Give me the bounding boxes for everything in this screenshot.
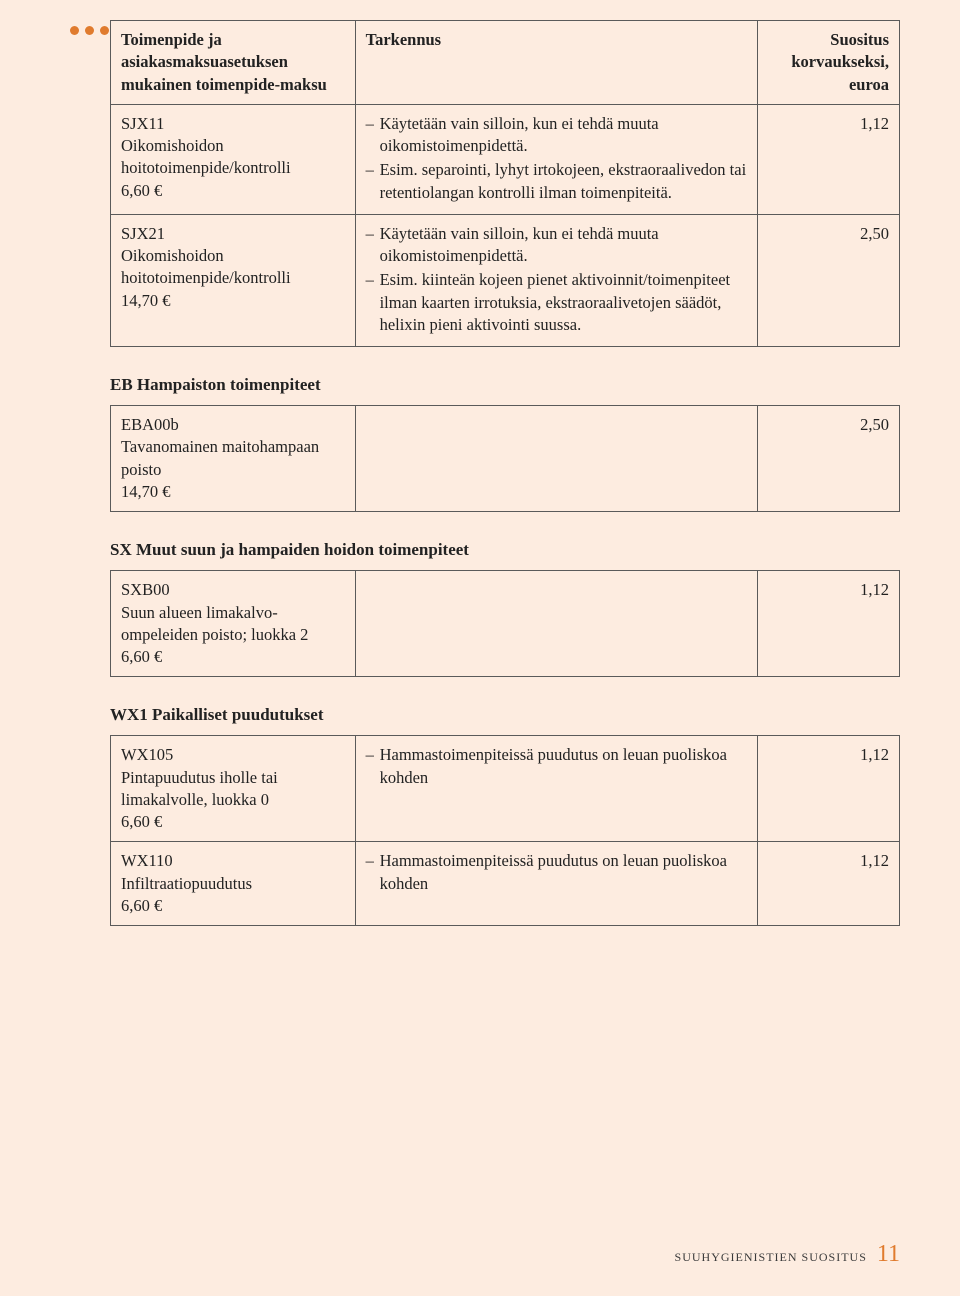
value-cell: 2,50 <box>757 214 899 346</box>
document-page: Toimenpide ja asiakasmaksuasetuksen muka… <box>0 0 960 1296</box>
section-heading-sx: SX Muut suun ja hampaiden hoidon toimenp… <box>110 540 900 560</box>
value-cell: 1,12 <box>757 736 899 842</box>
procedure-cell: SXB00 Suun alueen limakalvo-ompeleiden p… <box>111 571 356 677</box>
procedure-cell: WX105 Pintapuudutus iholle tai limakalvo… <box>111 736 356 842</box>
procedure-desc: Suun alueen limakalvo-ompeleiden poisto;… <box>121 603 308 644</box>
procedure-code: WX110 <box>121 851 173 870</box>
table-row: SJX21 Oikomishoidon hoitotoimenpide/kont… <box>111 214 900 346</box>
procedure-desc: Oikomishoidon hoitotoimenpide/kontrolli <box>121 136 291 177</box>
procedure-code: EBA00b <box>121 415 179 434</box>
procedure-cell: EBA00b Tavanomainen maitohampaan poisto … <box>111 406 356 512</box>
procedure-price: 6,60 € <box>121 647 162 666</box>
table-row: SJX11 Oikomishoidon hoitotoimenpide/kont… <box>111 104 900 214</box>
procedure-desc: Oikomishoidon hoitotoimenpide/kontrolli <box>121 246 291 287</box>
clarification-list: Käytetään vain silloin, kun ei tehdä muu… <box>366 113 747 204</box>
page-number: 11 <box>877 1241 900 1267</box>
clarification-cell: Käytetään vain silloin, kun ei tehdä muu… <box>355 104 757 214</box>
section-table-eb: EBA00b Tavanomainen maitohampaan poisto … <box>110 405 900 512</box>
procedure-price: 14,70 € <box>121 482 171 501</box>
clarification-item: Käytetään vain silloin, kun ei tehdä muu… <box>366 113 747 158</box>
procedure-code: SXB00 <box>121 580 170 599</box>
procedure-cell: SJX11 Oikomishoidon hoitotoimenpide/kont… <box>111 104 356 214</box>
procedure-code: SJX11 <box>121 114 164 133</box>
clarification-cell <box>355 571 757 677</box>
clarification-cell: Hammastoimenpiteissä puudutus on leuan p… <box>355 736 757 842</box>
procedure-desc: Infiltraatiopuudutus <box>121 874 252 893</box>
procedure-desc: Pintapuudutus iholle tai limakalvolle, l… <box>121 768 278 809</box>
clarification-list: Hammastoimenpiteissä puudutus on leuan p… <box>366 850 747 895</box>
clarification-list: Hammastoimenpiteissä puudutus on leuan p… <box>366 744 747 789</box>
table-row: EBA00b Tavanomainen maitohampaan poisto … <box>111 406 900 512</box>
clarification-item: Käytetään vain silloin, kun ei tehdä muu… <box>366 223 747 268</box>
procedure-cell: WX110 Infiltraatiopuudutus 6,60 € <box>111 842 356 926</box>
value-cell: 1,12 <box>757 104 899 214</box>
clarification-cell: Käytetään vain silloin, kun ei tehdä muu… <box>355 214 757 346</box>
header-col-recommendation: Suositus korvaukseksi, euroa <box>757 21 899 105</box>
section-heading-eb: EB Hampaiston toimenpiteet <box>110 375 900 395</box>
value-cell: 1,12 <box>757 842 899 926</box>
page-footer: SUUHYGIENISTIEN SUOSITUS 11 <box>675 1241 900 1268</box>
table-row: WX110 Infiltraatiopuudutus 6,60 € Hammas… <box>111 842 900 926</box>
table-row: WX105 Pintapuudutus iholle tai limakalvo… <box>111 736 900 842</box>
clarification-item: Hammastoimenpiteissä puudutus on leuan p… <box>366 850 747 895</box>
value-cell: 1,12 <box>757 571 899 677</box>
clarification-item: Hammastoimenpiteissä puudutus on leuan p… <box>366 744 747 789</box>
procedure-price: 6,60 € <box>121 896 162 915</box>
header-col-procedure: Toimenpide ja asiakasmaksuasetuksen muka… <box>111 21 356 105</box>
clarification-item: Esim. separointi, lyhyt irtokojeen, ekst… <box>366 159 747 204</box>
bullet-decoration <box>70 26 109 35</box>
value-cell: 2,50 <box>757 406 899 512</box>
section-heading-wx1: WX1 Paikalliset puudutukset <box>110 705 900 725</box>
procedure-price: 6,60 € <box>121 812 162 831</box>
section-table-wx1: WX105 Pintapuudutus iholle tai limakalvo… <box>110 735 900 926</box>
procedure-price: 14,70 € <box>121 291 171 310</box>
table-header-row: Toimenpide ja asiakasmaksuasetuksen muka… <box>111 21 900 105</box>
procedure-price: 6,60 € <box>121 181 162 200</box>
section-table-sx: SXB00 Suun alueen limakalvo-ompeleiden p… <box>110 570 900 677</box>
clarification-list: Käytetään vain silloin, kun ei tehdä muu… <box>366 223 747 336</box>
procedure-desc: Tavanomainen maitohampaan poisto <box>121 437 319 478</box>
table-row: SXB00 Suun alueen limakalvo-ompeleiden p… <box>111 571 900 677</box>
header-col-clarification: Tarkennus <box>355 21 757 105</box>
procedure-code: SJX21 <box>121 224 165 243</box>
clarification-cell: Hammastoimenpiteissä puudutus on leuan p… <box>355 842 757 926</box>
procedure-code: WX105 <box>121 745 173 764</box>
footer-text: SUUHYGIENISTIEN SUOSITUS <box>675 1250 867 1264</box>
main-procedure-table: Toimenpide ja asiakasmaksuasetuksen muka… <box>110 20 900 347</box>
clarification-cell <box>355 406 757 512</box>
procedure-cell: SJX21 Oikomishoidon hoitotoimenpide/kont… <box>111 214 356 346</box>
clarification-item: Esim. kiinteän kojeen pienet aktivoinnit… <box>366 269 747 336</box>
